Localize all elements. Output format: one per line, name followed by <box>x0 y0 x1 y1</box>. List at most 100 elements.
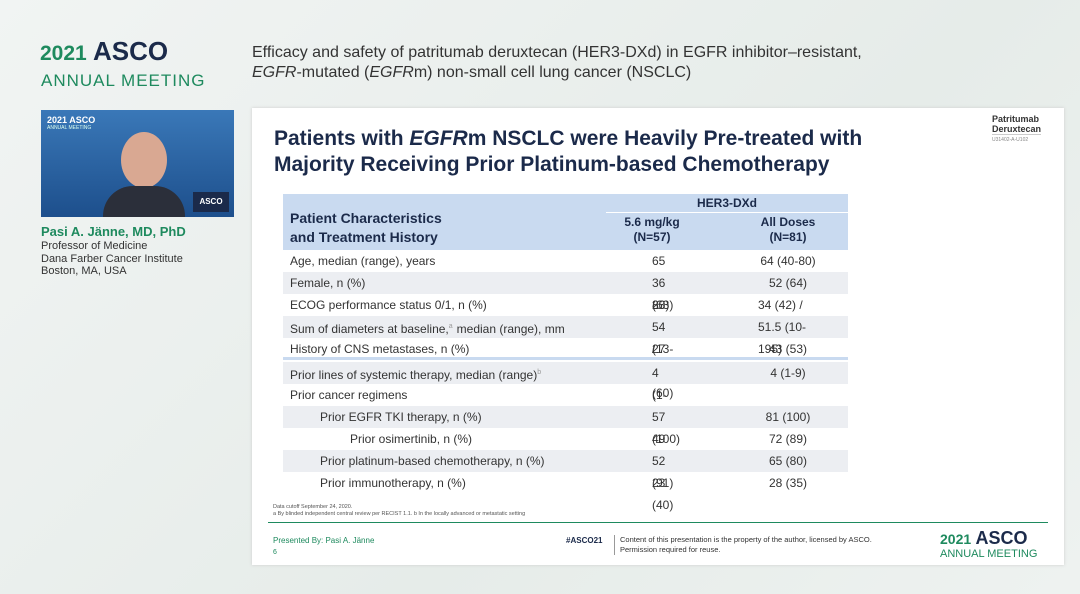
row-header: Patient Characteristics and Treatment His… <box>290 209 442 247</box>
separator <box>283 357 848 360</box>
text: Prior platinum-based chemotherapy, n (%) <box>320 454 545 468</box>
logo-sub: ANNUAL MEETING <box>41 71 206 90</box>
text: median (range), mm <box>456 322 565 336</box>
row-label: Age, median (range), years <box>290 250 435 272</box>
video-logo-sub: ANNUAL MEETING <box>47 125 92 131</box>
col-header: 5.6 mg/kg (N=57) <box>602 215 702 245</box>
table-row: Prior lines of systemic therapy, median … <box>283 362 848 424</box>
text: Permission required for reuse. <box>620 545 721 554</box>
footnotes: Data cutoff September 24, 2020. a By blin… <box>273 504 525 518</box>
text: m NSCLC were Heavily Pre-treated with <box>467 127 863 150</box>
text: Prior osimertinib, n (%) <box>350 432 473 446</box>
text: a By blinded independent central review … <box>273 511 526 517</box>
speaker-info: Professor of Medicine Dana Farber Cancer … <box>41 240 183 278</box>
cell: 52 (64) <box>769 272 826 294</box>
text: Sum of diameters at baseline, <box>290 322 449 336</box>
table-row: Prior immunotherapy, n (%)23 (40)28 (35) <box>283 472 848 512</box>
cell: 65 (80) <box>769 450 826 472</box>
row-label: Prior EGFR TKI therapy, n (%) <box>320 406 482 428</box>
cell: 72 (89) <box>769 428 826 450</box>
row-label: Prior osimertinib, n (%) <box>350 428 472 450</box>
text: Patritumab <box>992 114 1040 124</box>
table-header: HER3-DXd Patient Characteristics and Trea… <box>283 194 848 250</box>
text: Dana Farber Cancer Institute <box>41 252 183 265</box>
text: ECOG performance status 0/1, n (%) <box>290 298 487 312</box>
text: -mutated ( <box>296 64 370 81</box>
row-label: History of CNS metastases, n (%) <box>290 338 469 360</box>
text: Female, n (%) <box>290 276 366 290</box>
text: History of CNS metastases, n (%) <box>290 342 470 356</box>
cell-value: 52 (64) <box>768 276 808 290</box>
text: Data cutoff September 24, 2020. <box>273 504 353 510</box>
hashtag: #ASCO21 <box>566 536 603 545</box>
brand: Patritumab Deruxtecan U31402-A-U102 <box>992 114 1042 145</box>
footer-rule <box>268 522 1048 523</box>
cell: 64 (40-80) <box>760 250 843 272</box>
slide-title: Patients with EGFRm NSCLC were Heavily P… <box>274 126 862 178</box>
logo: 2021 ASCO <box>40 36 168 67</box>
cell-value: 64 (40-80) <box>760 254 816 268</box>
cell: 81 (100) <box>766 406 833 428</box>
row-label: Sum of diameters at baseline,a median (ra… <box>290 316 565 340</box>
cell-value: 28 (35) <box>768 476 808 490</box>
table-row: Sum of diameters at baseline,a median (ra… <box>283 316 848 378</box>
presented-by: Presented By: Pasi A. Jänne <box>273 536 375 545</box>
cell-value: 81 (100) <box>765 410 811 424</box>
row-label: Prior cancer regimens <box>290 384 407 406</box>
cell-value: 51.5 (10-195) <box>758 320 807 356</box>
row-label: Female, n (%) <box>290 272 365 294</box>
text: Patient Characteristics <box>290 210 442 226</box>
speaker-name: Pasi A. Jänne, MD, PhD <box>41 224 186 239</box>
text: EGFR <box>409 127 468 150</box>
logo-name: ASCO <box>92 36 169 66</box>
text: All Doses <box>760 215 816 229</box>
footer-logo-sub: ANNUAL MEETING <box>940 548 1038 560</box>
text: Age, median (range), years <box>290 254 436 268</box>
table-row: History of CNS metastases, n (%)27 (47)4… <box>283 338 848 378</box>
text: Content of this presentation is the prop… <box>620 535 872 544</box>
table-row: Female, n (%)36 (63)52 (64) <box>283 272 848 312</box>
table-row: Prior EGFR TKI therapy, n (%)57 (100)81 … <box>283 406 848 446</box>
text: (N=57) <box>633 230 671 244</box>
text: Deruxtecan <box>992 124 1042 134</box>
logo-year: 2021 <box>40 42 87 65</box>
text: Prior cancer regimens <box>290 388 408 402</box>
header-title: EGFR-mutated (EGFRm) non-small cell lung… <box>252 64 691 82</box>
video-badge: ASCO <box>193 192 229 212</box>
text: Boston, MA, USA <box>41 265 127 277</box>
table-row: ECOG performance status 0/1, n (%)23 (40… <box>283 294 848 400</box>
page-number: 6 <box>273 549 277 556</box>
text: Prior EGFR TKI therapy, n (%) <box>320 410 482 424</box>
table-row: Prior osimertinib, n (%)49 (86)72 (89) <box>283 428 848 468</box>
cell-value: 72 (89) <box>768 432 808 446</box>
note-mark: a <box>448 323 453 330</box>
cell: 28 (35) <box>769 472 826 494</box>
code: U31402-A-U102 <box>992 134 1042 145</box>
note-mark: b <box>537 369 542 376</box>
speaker-body <box>103 186 185 217</box>
text: ASCO <box>975 528 1028 548</box>
row-label: Prior platinum-based chemotherapy, n (%) <box>320 450 545 472</box>
text: 5.6 mg/kg <box>624 215 680 229</box>
text: Patients with <box>274 127 410 150</box>
cell-value: 43 (53) <box>768 342 808 356</box>
video: 2021 ASCO ANNUAL MEETING ASCO <box>41 110 234 217</box>
text: 2021 <box>940 531 972 547</box>
col-header: All Doses (N=81) <box>738 215 838 245</box>
text: EGFR <box>369 64 414 81</box>
text: m) non-small cell lung cancer (NSCLC) <box>413 64 692 81</box>
notice: Content of this presentation is the prop… <box>614 535 872 555</box>
row-label: Prior immunotherapy, n (%) <box>320 472 466 494</box>
cell: 51.5 (10-195) <box>758 316 848 360</box>
text: EGFR <box>252 64 297 81</box>
footer-logo: 2021 ASCO <box>940 528 1028 549</box>
text: Prior lines of systemic therapy, median … <box>290 368 538 382</box>
text: Professor of Medicine <box>41 240 148 252</box>
header-title: Efficacy and safety of patritumab deruxt… <box>252 44 862 61</box>
row-label: Prior lines of systemic therapy, median … <box>290 362 541 386</box>
text: (N=81) <box>769 230 807 244</box>
group-header: HER3-DXd <box>606 194 848 213</box>
cell: 4 (1-9) <box>770 362 823 384</box>
cell: 43 (53) <box>769 338 826 360</box>
